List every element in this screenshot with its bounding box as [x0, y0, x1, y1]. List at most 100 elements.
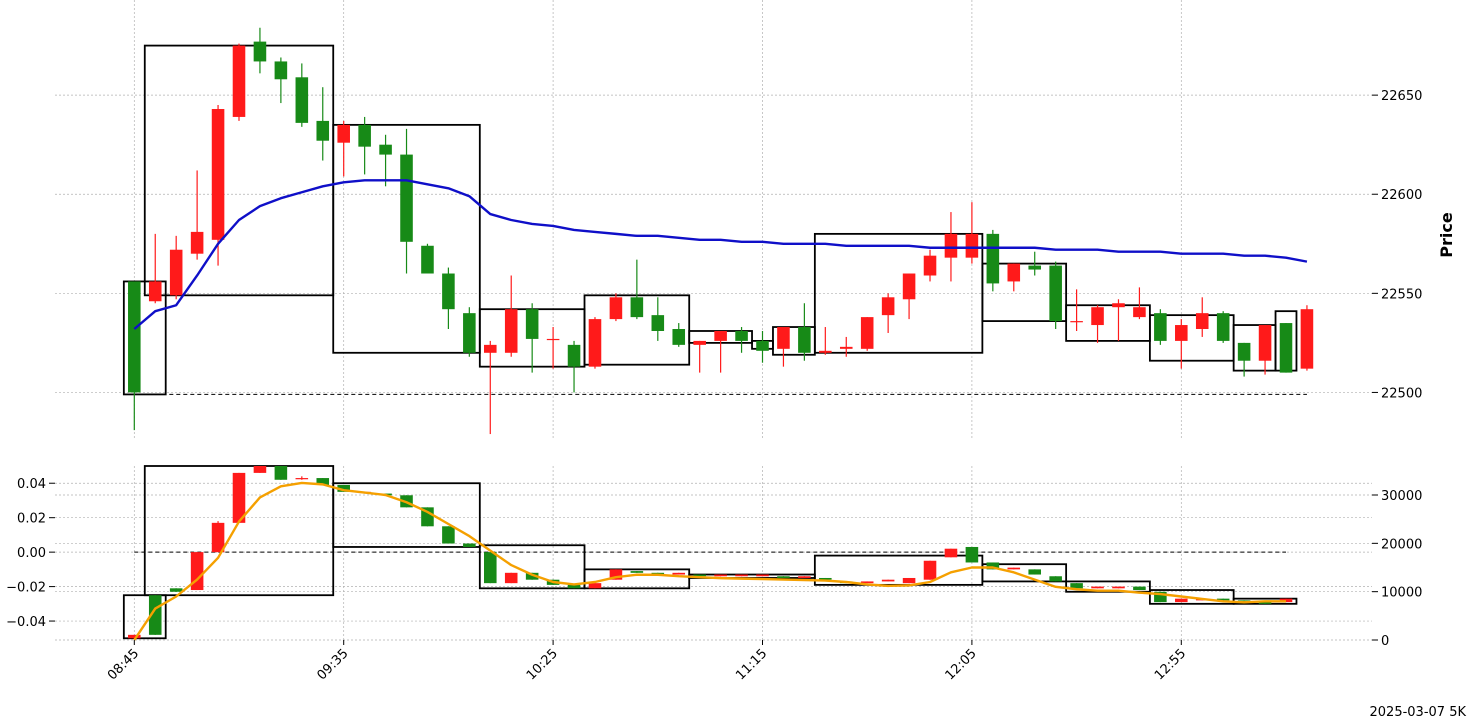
- indicator-candle-body: [1175, 598, 1188, 603]
- price-candle-body: [860, 317, 874, 349]
- indicator-candle-body: [504, 572, 518, 584]
- price-candle-body: [756, 340, 769, 351]
- indicator-candle-body: [483, 552, 497, 584]
- price-candle-body: [316, 120, 330, 141]
- indicator-candle-body: [1028, 569, 1042, 575]
- indicator-left-tick-label: 0.02: [17, 512, 46, 527]
- indicator-candle-body: [860, 581, 874, 584]
- indicator-candle-body: [1216, 598, 1230, 601]
- indicator-candle-body: [525, 572, 539, 580]
- x-tick-label: 11:15: [733, 646, 770, 683]
- price-range-box: [981, 262, 1068, 322]
- indicator-candle-body: [567, 584, 581, 589]
- price-candle-body: [128, 281, 141, 393]
- indicator-grid: [55, 466, 1372, 641]
- price-candles: [128, 27, 1314, 435]
- price-candle-body: [274, 61, 288, 80]
- indicator-candle-body: [148, 595, 162, 635]
- price-range-boxes: [122, 44, 1298, 396]
- indicator-range-box: [981, 563, 1068, 583]
- price-candle-body: [169, 249, 183, 296]
- indicator-candle-body: [902, 577, 916, 584]
- price-candle-body: [798, 327, 811, 353]
- indicator-candle-body: [316, 478, 330, 485]
- x-tick-label: 12:55: [1152, 646, 1189, 683]
- price-candle-body: [630, 297, 644, 318]
- price-candle-body: [923, 255, 937, 276]
- indicator-candle-body: [169, 588, 183, 592]
- price-candle-body: [1049, 265, 1062, 322]
- price-candle-body: [358, 124, 371, 147]
- price-axis-label: Price: [1437, 212, 1456, 258]
- price-candle-body: [714, 330, 727, 341]
- indicator-candle-body: [1154, 591, 1167, 603]
- indicator-candle-body: [421, 507, 434, 527]
- indicator-left-tick-label: 0.04: [17, 477, 46, 492]
- indicator-candle-body: [1091, 586, 1104, 589]
- price-candle-body: [1154, 313, 1167, 341]
- indicator-candle-body: [693, 574, 706, 577]
- indicator-candle-body: [1007, 567, 1021, 570]
- indicator-candle-body: [442, 526, 455, 544]
- price-candle-body: [148, 281, 162, 302]
- price-candle-body: [1175, 325, 1188, 341]
- price-candle-body: [777, 327, 790, 349]
- indicator-candle-body: [672, 572, 686, 575]
- indicator-candle-body: [128, 634, 141, 639]
- price-candle-body: [463, 313, 476, 353]
- price-candle-body: [546, 338, 560, 341]
- price-candle-body: [400, 154, 413, 242]
- indicator-left-tick-label: −0.04: [6, 615, 46, 630]
- price-candle-body: [672, 329, 686, 345]
- price-candle-body: [819, 350, 832, 353]
- indicator-candle-body: [274, 466, 288, 480]
- price-candle-body: [588, 319, 602, 367]
- indicator-range-box: [332, 482, 481, 548]
- indicator-candle-body: [923, 560, 937, 580]
- indicator-candle-body: [777, 576, 790, 578]
- price-candle-body: [1028, 265, 1042, 270]
- price-candle-body: [902, 273, 916, 300]
- indicator-range-box: [478, 544, 586, 590]
- price-candle-body: [1258, 325, 1272, 361]
- indicator-candle-body: [295, 478, 309, 480]
- indicator-candle-body: [986, 562, 1000, 570]
- indicator-range-box: [1148, 589, 1235, 605]
- indicator-candle-body: [630, 571, 644, 573]
- price-candle-body: [379, 144, 392, 155]
- price-candle-body: [504, 309, 518, 353]
- price-candle-body: [1237, 342, 1251, 361]
- indicator-right-tick-label: 20000: [1381, 537, 1422, 552]
- price-candle-body: [839, 346, 853, 349]
- indicator-candle-body: [609, 569, 623, 580]
- price-candle-body: [1300, 309, 1314, 369]
- indicator-candle-body: [944, 548, 958, 558]
- price-candle-body: [1133, 307, 1146, 318]
- price-candle-body: [525, 309, 539, 339]
- indicator-candle-body: [798, 576, 811, 578]
- price-range-box: [332, 123, 481, 354]
- price-candle-body: [1007, 263, 1021, 282]
- indicator-candle-body: [463, 543, 476, 547]
- price-tick-label: 22650: [1381, 89, 1422, 104]
- price-candle-body: [253, 41, 267, 62]
- indicator-candle-body: [735, 574, 748, 577]
- price-candle-body: [609, 297, 623, 320]
- indicator-candle-body: [965, 546, 979, 563]
- price-candle-body: [986, 233, 1000, 284]
- overlay-lines: [133, 179, 1308, 641]
- price-candle-body: [944, 233, 958, 258]
- indicator-candle-body: [819, 577, 832, 580]
- indicator-candle-body: [1133, 586, 1146, 591]
- price-candle-body: [421, 245, 434, 274]
- indicator-candle-body: [1070, 583, 1083, 589]
- indicator-candle-body: [337, 484, 350, 492]
- indicator-candle-body: [190, 552, 204, 591]
- x-tick-label: 12:05: [943, 646, 980, 683]
- indicator-candle-body: [211, 522, 225, 553]
- price-grid: [55, 0, 1372, 440]
- indicator-candle-body: [756, 574, 769, 577]
- price-candle-body: [337, 124, 350, 143]
- indicator-right-tick-label: 0: [1381, 634, 1389, 649]
- price-candle-body: [295, 77, 309, 123]
